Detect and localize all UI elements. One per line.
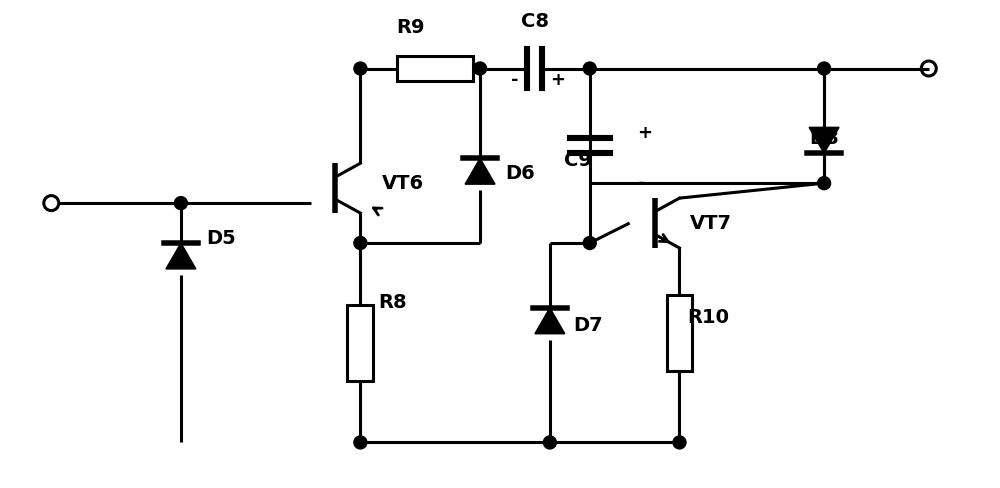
Text: C9: C9 — [564, 151, 592, 170]
Polygon shape — [535, 308, 565, 334]
Polygon shape — [809, 127, 839, 153]
Text: VT7: VT7 — [689, 214, 731, 233]
Circle shape — [354, 436, 367, 449]
Circle shape — [818, 177, 831, 190]
Circle shape — [354, 62, 367, 75]
Text: +: + — [550, 71, 565, 89]
Text: D5: D5 — [206, 228, 236, 247]
Circle shape — [174, 197, 187, 210]
Text: -: - — [511, 71, 519, 89]
Circle shape — [583, 62, 596, 75]
Text: R8: R8 — [378, 293, 407, 312]
Bar — [667, 295, 692, 371]
Text: D7: D7 — [573, 316, 602, 335]
Circle shape — [474, 62, 487, 75]
Text: R10: R10 — [687, 308, 729, 327]
Circle shape — [818, 62, 831, 75]
Circle shape — [583, 237, 596, 249]
Bar — [397, 56, 473, 81]
Circle shape — [543, 436, 556, 449]
Text: C8: C8 — [521, 12, 549, 31]
Text: -: - — [638, 174, 645, 192]
Polygon shape — [166, 243, 196, 269]
Text: R9: R9 — [396, 18, 425, 37]
Text: VT6: VT6 — [382, 174, 424, 193]
Bar — [347, 305, 373, 381]
Circle shape — [354, 237, 367, 249]
Text: +: + — [638, 124, 653, 142]
Polygon shape — [465, 158, 495, 184]
Text: D6: D6 — [505, 163, 535, 183]
Circle shape — [673, 436, 686, 449]
Text: D8: D8 — [809, 129, 839, 148]
